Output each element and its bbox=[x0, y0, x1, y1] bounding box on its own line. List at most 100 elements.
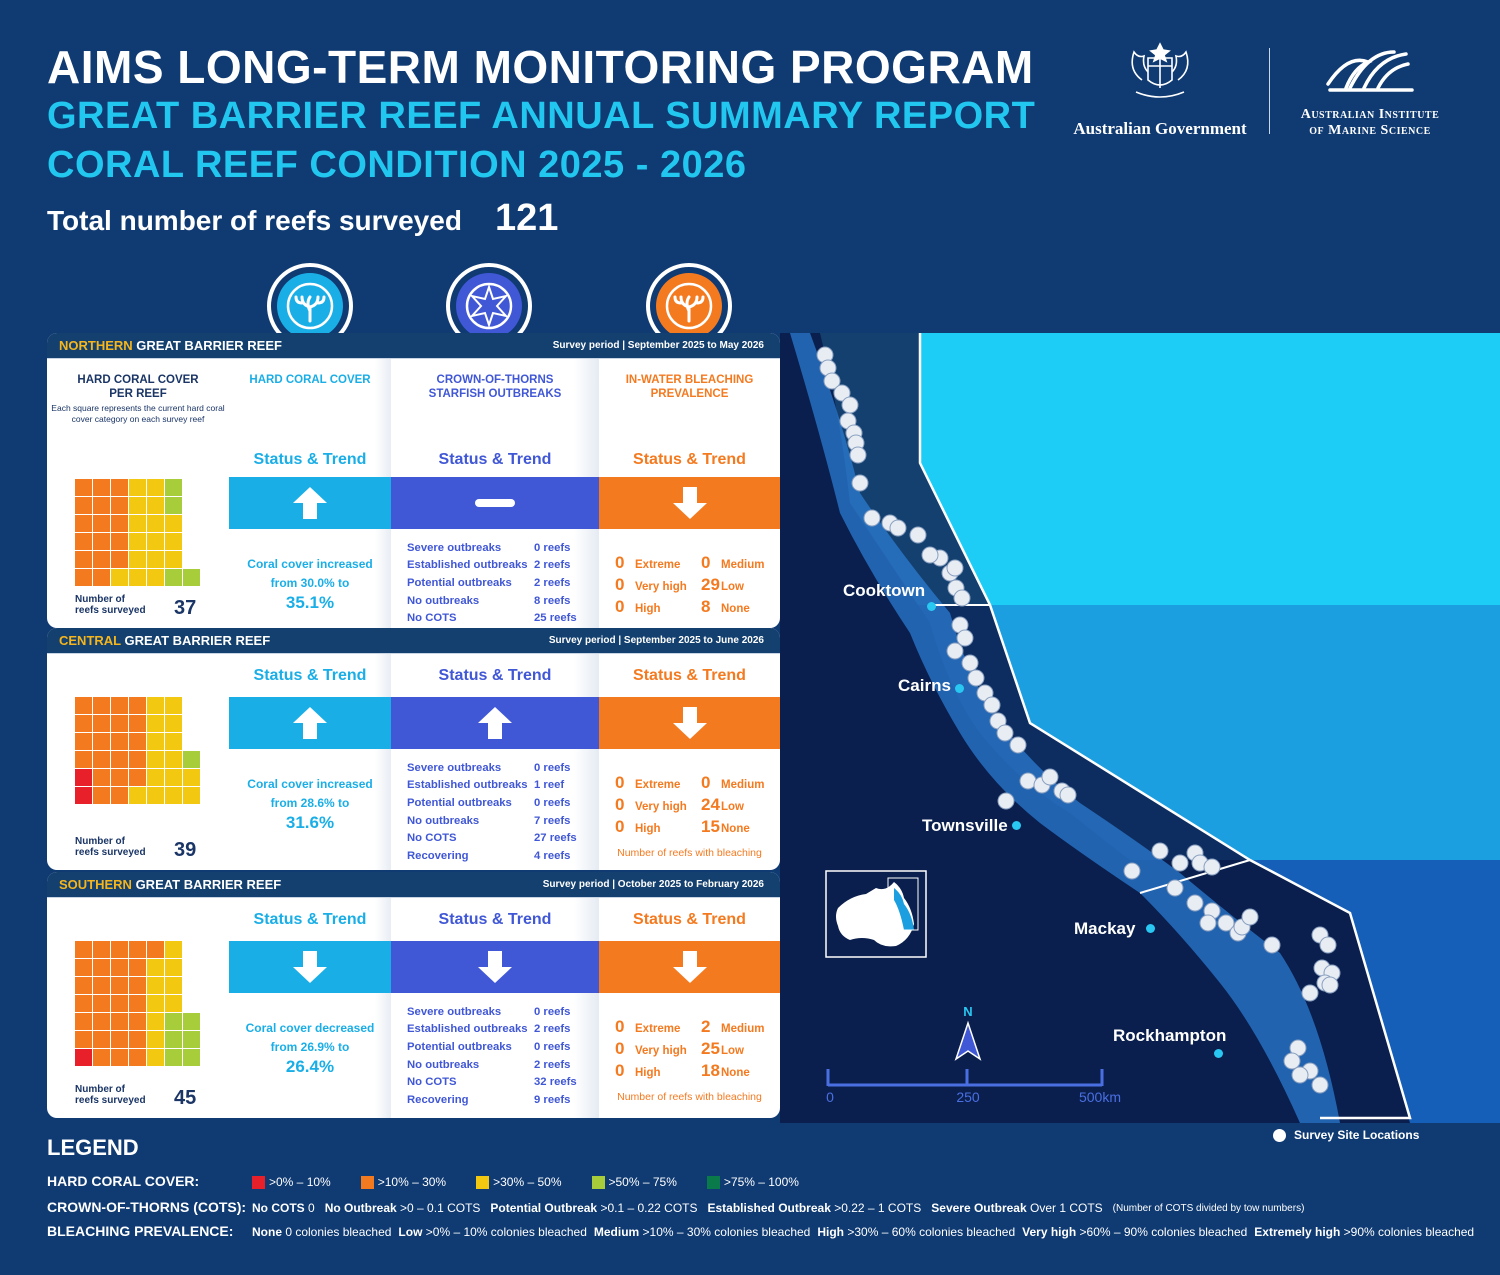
city-dot-mackay bbox=[1146, 924, 1155, 933]
coral-cover-square bbox=[93, 1031, 110, 1048]
starfish-icon bbox=[465, 282, 513, 330]
coral-cover-square bbox=[165, 1049, 182, 1066]
coral-cover-square bbox=[129, 977, 146, 994]
legend-swatch-item: >0% – 10% bbox=[252, 1175, 331, 1189]
coral-cover-square bbox=[165, 497, 182, 514]
scale-label-0: 0 bbox=[826, 1089, 834, 1105]
coral-cover-square bbox=[75, 697, 92, 714]
cots-trend-band bbox=[391, 697, 599, 749]
coral-cover-square bbox=[183, 1031, 200, 1048]
arrow-down-icon bbox=[672, 487, 707, 519]
coral-cover-square bbox=[165, 715, 182, 732]
coral-cover-square bbox=[183, 515, 200, 532]
survey-site-marker bbox=[833, 384, 851, 402]
survey-site-marker bbox=[1166, 879, 1184, 897]
survey-site-marker bbox=[1123, 862, 1141, 880]
coral-cover-square bbox=[129, 959, 146, 976]
bleach-counts: 0 Extreme 2 Medium 0 Very high 25 Low 0 High 18 Non… bbox=[615, 1017, 765, 1080]
coral-cover-square bbox=[183, 697, 200, 714]
bleach-trend-band bbox=[599, 941, 780, 993]
arrow-up-icon bbox=[293, 707, 327, 739]
bleach-status-trend: Status & Trend bbox=[633, 911, 746, 928]
aims-name: Australian Institute of Marine Science bbox=[1300, 107, 1440, 138]
survey-site-marker bbox=[946, 642, 964, 660]
coral-cover-square bbox=[93, 977, 110, 994]
coral-grid-column: HARD CORAL COVER PER REEF Each square repr… bbox=[47, 359, 229, 628]
coral-cover-square bbox=[147, 1049, 164, 1066]
coral-cover-square bbox=[111, 1031, 128, 1048]
region-name: NORTHERN GREAT BARRIER REEF bbox=[59, 338, 282, 353]
region-panel-central: CENTRAL GREAT BARRIER REEF Survey period … bbox=[47, 628, 780, 870]
coral-cover-square bbox=[147, 733, 164, 750]
survey-site-marker bbox=[996, 724, 1014, 742]
coral-cover-square bbox=[93, 497, 110, 514]
legend-swatch-item: >75% – 100% bbox=[706, 1175, 799, 1189]
city-mackay: Mackay bbox=[1074, 919, 1136, 938]
coral-cover-square bbox=[183, 715, 200, 732]
coral-grid-column: Number of reefs surveyed 39 bbox=[47, 654, 229, 870]
coral-cover-square bbox=[183, 533, 200, 550]
survey-site-marker bbox=[1019, 772, 1037, 790]
legend-swatch-item: >10% – 30% bbox=[360, 1175, 446, 1189]
coral-cover-square bbox=[183, 787, 200, 804]
survey-site-marker bbox=[1321, 976, 1339, 994]
grid-title: HARD CORAL COVER PER REEF bbox=[77, 374, 199, 400]
survey-site-marker bbox=[1241, 908, 1259, 926]
legend-cots-items: No COTS 0 No Outbreak >0 – 0.1 COTS Potent… bbox=[252, 1201, 1304, 1215]
coral-cover-square bbox=[93, 941, 110, 958]
coral-cover-square bbox=[147, 533, 164, 550]
coral-cover-square bbox=[183, 1049, 200, 1066]
coral-cover-square bbox=[183, 479, 200, 496]
survey-site-marker bbox=[1263, 936, 1281, 954]
hc-status-trend: Status & Trend bbox=[253, 667, 367, 684]
cots-row: Potential outbreaks 0 reefs bbox=[407, 796, 571, 809]
coral-cover-square bbox=[129, 995, 146, 1012]
coral-cover-square bbox=[75, 787, 92, 804]
city-cooktown: Cooktown bbox=[843, 581, 926, 600]
coral-cover-square bbox=[183, 751, 200, 768]
coral-cover-square bbox=[75, 769, 92, 786]
legend-swatch-item: >50% – 75% bbox=[591, 1175, 677, 1189]
coral-cover-square bbox=[75, 479, 92, 496]
coral-cover-square bbox=[75, 497, 92, 514]
region-header: SOUTHERN GREAT BARRIER REEF Survey period… bbox=[47, 872, 780, 898]
region-name: SOUTHERN GREAT BARRIER REEF bbox=[59, 877, 282, 892]
hard-coral-column: HARD CORAL COVER Status & Trend Coral cove… bbox=[229, 359, 391, 628]
coral-cover-square bbox=[165, 995, 182, 1012]
arrow-down-icon bbox=[672, 951, 707, 983]
cots-status-trend: Status & Trend bbox=[438, 911, 552, 928]
survey-site-marker bbox=[953, 589, 971, 607]
reefs-surveyed-label: Number of reefs surveyed bbox=[75, 1084, 146, 1106]
legend-cots-item: No COTS 0 bbox=[252, 1201, 315, 1215]
city-dot-rockhampton bbox=[1214, 1049, 1223, 1058]
coral-cover-square bbox=[111, 1049, 128, 1066]
coral-cover-square bbox=[129, 1031, 146, 1048]
coral-cover-square bbox=[147, 995, 164, 1012]
legend-cots-note: (Number of COTS divided by tow numbers) bbox=[1112, 1202, 1305, 1214]
zone-south bbox=[1250, 860, 1500, 1123]
total-reefs-label: Total number of reefs surveyed bbox=[47, 205, 462, 236]
coral-cover-square bbox=[93, 1049, 110, 1066]
coral-cover-square bbox=[75, 959, 92, 976]
north-arrow-icon bbox=[954, 1020, 982, 1061]
coat-of-arms-icon bbox=[1131, 42, 1189, 98]
coral-icon bbox=[286, 282, 334, 330]
scale-label-500: 500km bbox=[1079, 1089, 1121, 1105]
cots-row: Severe outbreaks 0 reefs bbox=[407, 541, 571, 554]
survey-site-marker bbox=[1151, 842, 1169, 860]
cots-row: Recovering 9 reefs bbox=[407, 1093, 571, 1106]
coral-cover-square bbox=[129, 733, 146, 750]
coral-cover-square bbox=[111, 479, 128, 496]
total-reefs-value: 121 bbox=[495, 197, 559, 239]
coral-cover-square bbox=[165, 941, 182, 958]
bleaching-column: Status & Trend 0 Extreme 0 Medium 0 Very high 2… bbox=[599, 654, 780, 870]
coral-cover-square bbox=[147, 1013, 164, 1030]
government-name: Australian Government bbox=[1073, 119, 1247, 138]
legend-title: LEGEND bbox=[47, 1135, 139, 1160]
grid-description: Each square represents the current hard … bbox=[51, 403, 225, 424]
reefs-surveyed-label: Number of reefs surveyed bbox=[75, 836, 146, 858]
bleaching-column: IN-WATER BLEACHING PREVALENCE Status & Tre… bbox=[599, 359, 780, 628]
survey-site-marker bbox=[997, 792, 1015, 810]
coral-cover-square bbox=[111, 751, 128, 768]
coral-cover-square bbox=[129, 497, 146, 514]
